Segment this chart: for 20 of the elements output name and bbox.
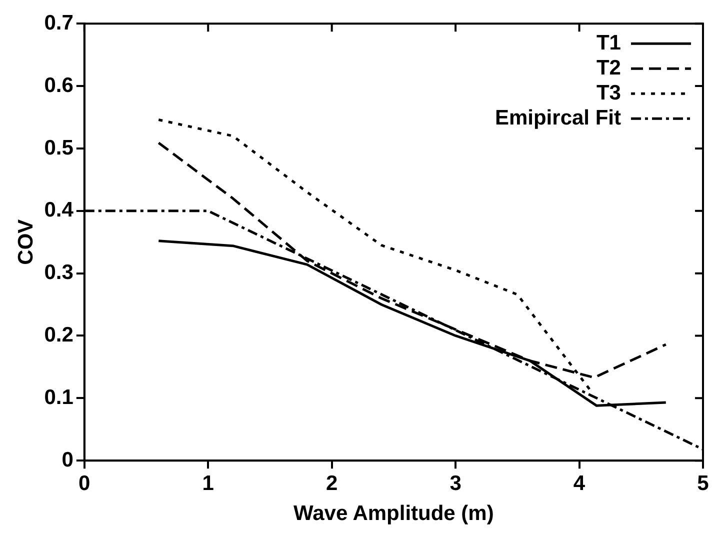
x-tick-label: 1 xyxy=(202,472,214,495)
legend-label: T1 xyxy=(596,31,622,54)
y-tick-label: 0.6 xyxy=(44,74,74,97)
x-axis-title: Wave Amplitude (m) xyxy=(294,502,494,526)
legend-label: T3 xyxy=(596,81,621,104)
x-tick-label: 4 xyxy=(573,472,586,495)
y-tick-label: 0.5 xyxy=(44,136,74,160)
y-tick-label: 0.7 xyxy=(44,11,74,34)
y-tick-label: 0.3 xyxy=(44,261,74,284)
legend-label: Emipircal Fit xyxy=(494,106,622,130)
x-tick-label: 0 xyxy=(78,472,90,495)
y-tick-label: 0 xyxy=(62,448,74,472)
x-tick-label: 2 xyxy=(326,472,338,495)
y-tick-label: 0.2 xyxy=(44,324,74,347)
y-tick-label: 0.1 xyxy=(44,386,74,409)
legend-label: T2 xyxy=(596,56,621,80)
y-tick-label: 0.4 xyxy=(44,198,74,222)
y-axis-title: COV xyxy=(14,219,38,265)
x-tick-label: 5 xyxy=(697,472,710,495)
x-tick-label: 3 xyxy=(450,472,462,495)
